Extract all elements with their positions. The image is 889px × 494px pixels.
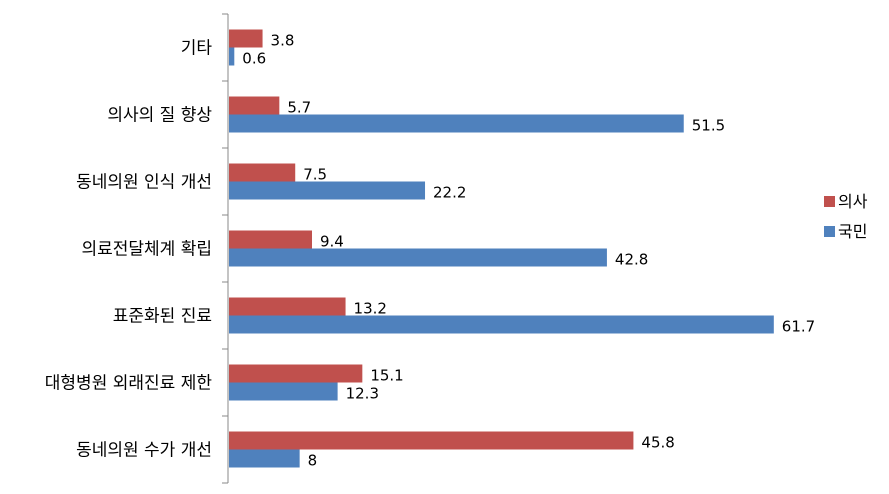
bar-public	[229, 248, 607, 267]
data-label: 12.3	[346, 385, 379, 403]
data-label: 51.5	[692, 117, 725, 135]
bar-doctor	[229, 297, 346, 316]
data-label: 13.2	[354, 300, 387, 318]
bar-doctor	[229, 364, 363, 383]
data-label: 15.1	[370, 367, 403, 385]
category-label: 대형병원 외래진료 제한	[45, 374, 213, 394]
category-label: 의사의 질 향상	[107, 106, 212, 126]
bar-doctor	[229, 96, 280, 115]
data-label: 42.8	[615, 251, 648, 269]
bar-doctor	[229, 230, 313, 249]
bar-doctor	[229, 29, 263, 48]
bar-doctor	[229, 163, 296, 182]
legend-swatch	[824, 196, 835, 207]
bar-public	[229, 47, 235, 66]
data-label: 3.8	[271, 32, 295, 50]
bar-public	[229, 382, 338, 401]
bar-public	[229, 315, 774, 334]
category-label: 기타	[181, 39, 213, 59]
data-label: 8	[308, 452, 318, 470]
bar-public	[229, 114, 684, 133]
legend-label: 의사	[838, 192, 868, 211]
category-label: 표준화된 진료	[113, 307, 212, 327]
data-label: 9.4	[320, 233, 344, 251]
data-label: 5.7	[287, 99, 311, 117]
data-label: 22.2	[433, 184, 466, 202]
legend-swatch	[824, 226, 835, 237]
category-label: 동네의원 수가 개선	[76, 441, 212, 461]
category-label: 동네의원 인식 개선	[76, 173, 212, 193]
data-label: 0.6	[242, 50, 266, 68]
data-label: 61.7	[782, 318, 815, 336]
data-label: 7.5	[303, 166, 327, 184]
bar-public	[229, 181, 426, 200]
category-label: 의료전달체계 확립	[81, 240, 212, 260]
bar-doctor	[229, 431, 634, 450]
bar-public	[229, 449, 300, 468]
legend-label: 국민	[838, 222, 867, 241]
data-label: 45.8	[641, 434, 674, 452]
